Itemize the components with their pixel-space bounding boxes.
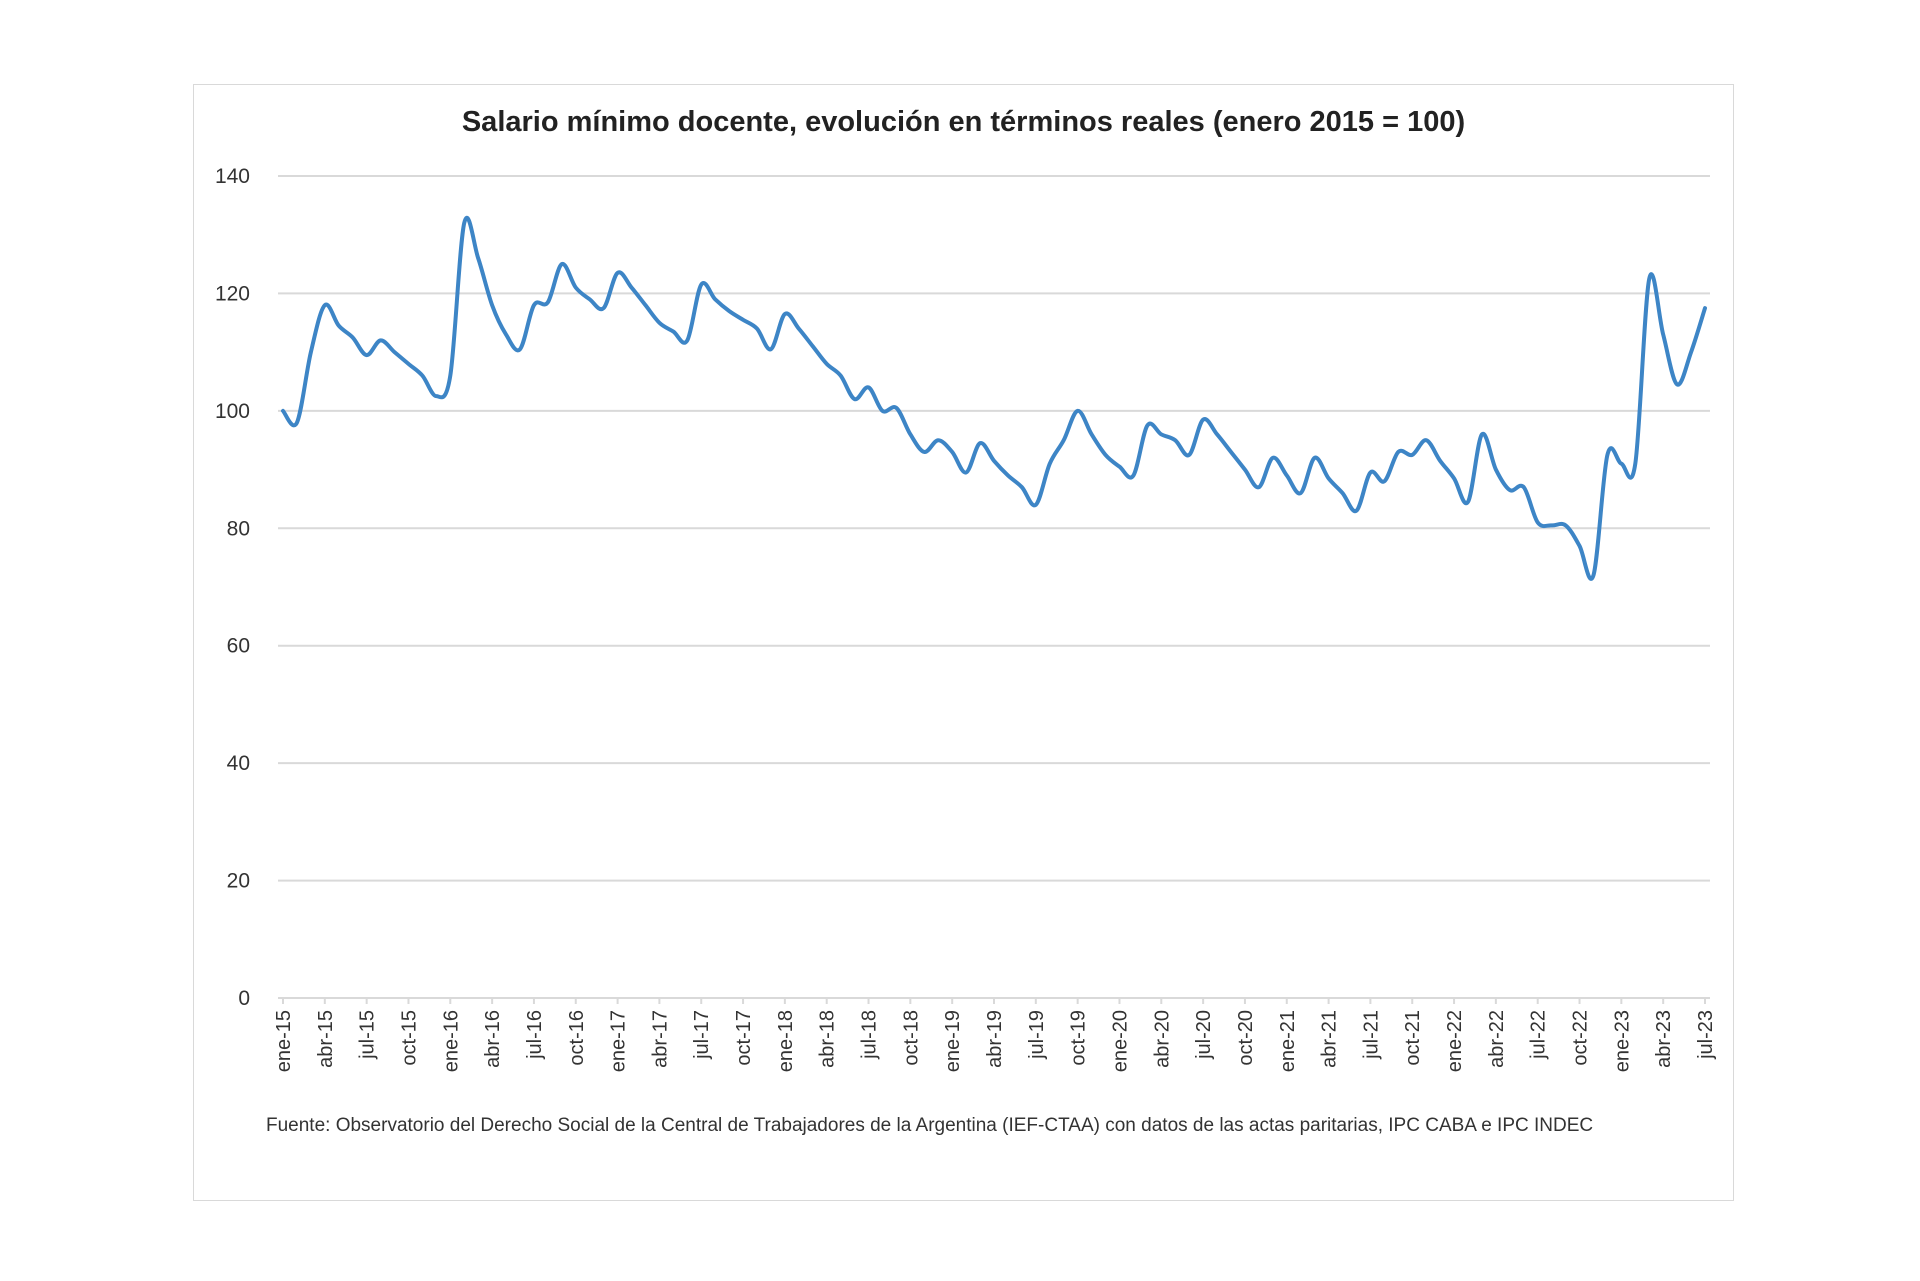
x-tick-label: jul-23: [1695, 1010, 1717, 1060]
x-tick-label: ene-18: [775, 1010, 797, 1072]
x-tick-label: jul-16: [524, 1010, 546, 1060]
x-tick-label: ene-22: [1444, 1010, 1466, 1072]
source-note: Fuente: Observatorio del Derecho Social …: [266, 1115, 1594, 1136]
chart-title: Salario mínimo docente, evolución en tér…: [461, 106, 1466, 138]
x-tick-label: jul-19: [1026, 1010, 1048, 1060]
x-tick-label: ene-17: [608, 1010, 630, 1072]
x-tick-label: jul-20: [1193, 1010, 1215, 1060]
x-tick-label: abr-21: [1319, 1010, 1341, 1068]
x-tick-label: oct-19: [1068, 1010, 1090, 1066]
x-tick-label: oct-17: [733, 1010, 755, 1066]
series-line: [281, 215, 1707, 581]
y-tick-label: 120: [215, 282, 250, 305]
x-tick-label: abr-16: [482, 1010, 504, 1068]
x-tick-label: ene-23: [1611, 1010, 1633, 1072]
x-tick-label: jul-21: [1360, 1010, 1382, 1060]
x-tick-label: abr-18: [817, 1010, 839, 1068]
chart-frame: [193, 84, 1734, 1201]
x-tick-label: abr-15: [315, 1010, 337, 1068]
x-tick-label: jul-15: [357, 1010, 379, 1060]
y-tick-label: 20: [227, 870, 250, 893]
x-tick-label: oct-20: [1235, 1010, 1257, 1066]
x-tick-label: oct-16: [566, 1010, 588, 1066]
y-tick-label: 0: [238, 987, 250, 1010]
x-tick-label: oct-21: [1402, 1010, 1424, 1066]
x-tick-label: ene-20: [1109, 1010, 1131, 1072]
y-tick-label: 100: [215, 400, 250, 423]
x-tick-label: jul-18: [859, 1010, 881, 1060]
x-tick-label: abr-22: [1486, 1010, 1508, 1068]
x-tick-label: ene-19: [942, 1010, 964, 1072]
x-tick-label: oct-18: [900, 1010, 922, 1066]
y-tick-label: 60: [227, 635, 250, 658]
y-tick-label: 140: [215, 165, 250, 188]
x-tick-label: abr-19: [984, 1010, 1006, 1068]
x-tick-label: ene-16: [440, 1010, 462, 1072]
x-tick-label: oct-22: [1570, 1010, 1592, 1066]
y-tick-label: 40: [227, 752, 250, 775]
x-tick-label: abr-23: [1653, 1010, 1675, 1068]
x-tick-label: jul-17: [691, 1010, 713, 1060]
x-tick-label: oct-15: [398, 1010, 420, 1066]
y-tick-label: 80: [227, 517, 250, 540]
x-tick-label: ene-21: [1277, 1010, 1299, 1072]
x-tick-label: abr-17: [649, 1010, 671, 1068]
x-tick-label: ene-15: [273, 1010, 295, 1072]
x-tick-label: jul-22: [1528, 1010, 1550, 1060]
x-tick-label: abr-20: [1151, 1010, 1173, 1068]
